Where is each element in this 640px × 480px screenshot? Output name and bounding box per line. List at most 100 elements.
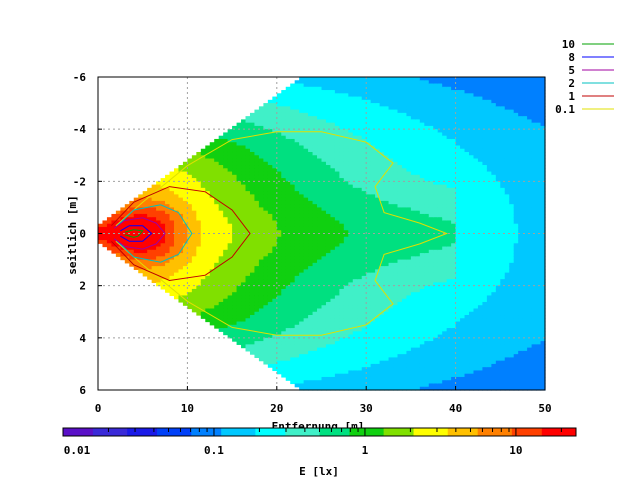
heatmap-cell <box>245 119 251 124</box>
heatmap-cell <box>348 360 354 365</box>
heatmap-cell <box>343 138 349 143</box>
heatmap-cell <box>357 321 363 326</box>
heatmap-cell <box>254 178 260 182</box>
heatmap-cell <box>214 226 220 231</box>
heatmap-cell <box>138 240 144 244</box>
heatmap-cell <box>254 122 260 127</box>
heatmap-cell <box>151 266 157 270</box>
heatmap-cell <box>263 308 269 313</box>
heatmap-cell <box>406 138 412 143</box>
heatmap-cell <box>415 116 421 120</box>
heatmap-cell <box>223 266 229 270</box>
heatmap-cell <box>272 360 278 365</box>
heatmap-cell <box>321 236 327 241</box>
heatmap-cell <box>285 93 291 98</box>
heatmap-cell <box>361 112 367 117</box>
heatmap-cell <box>352 178 358 182</box>
heatmap-cell <box>205 168 211 173</box>
heatmap-cell <box>321 204 327 209</box>
heatmap-cell <box>325 373 332 378</box>
heatmap-cell <box>375 184 381 189</box>
heatmap-cell <box>241 321 247 326</box>
heatmap-cell <box>299 308 305 313</box>
heatmap-cell <box>406 161 412 166</box>
heatmap-cell <box>299 83 305 88</box>
heatmap-cell <box>366 341 372 345</box>
heatmap-cell <box>419 246 425 251</box>
heatmap-cell <box>276 305 282 310</box>
heatmap-cell <box>254 253 260 257</box>
heatmap-cell <box>236 240 242 244</box>
heatmap-cell <box>223 174 229 179</box>
heatmap-cell <box>160 240 166 244</box>
heatmap-cell <box>236 334 242 339</box>
heatmap-cell <box>223 298 229 303</box>
heatmap-cell <box>366 132 372 137</box>
heatmap-cell <box>160 226 166 231</box>
heatmap-cell <box>124 246 130 251</box>
heatmap-cell <box>205 236 211 241</box>
heatmap-cell <box>339 207 345 212</box>
heatmap-cell <box>263 243 269 248</box>
heatmap-cell <box>299 347 305 352</box>
heatmap-cell <box>267 246 273 251</box>
heatmap-cell <box>267 233 273 238</box>
heatmap-cell <box>406 122 412 127</box>
heatmap-cell <box>397 151 403 156</box>
heatmap-cell <box>290 334 296 339</box>
heatmap-cell <box>258 275 264 280</box>
heatmap-cell <box>294 226 300 231</box>
heatmap-cell <box>308 337 314 342</box>
heatmap-cell <box>334 138 340 143</box>
heatmap-cell <box>415 109 421 114</box>
heatmap-cell <box>281 125 287 130</box>
heatmap-cell <box>200 220 206 225</box>
heatmap-cell <box>294 165 300 169</box>
heatmap-cell <box>388 240 394 244</box>
heatmap-cell <box>393 292 399 297</box>
heatmap-cell <box>348 223 354 228</box>
heatmap-cell <box>276 259 282 264</box>
heatmap-cell <box>147 249 153 254</box>
heatmap-cell <box>124 226 130 231</box>
heatmap-cell <box>236 142 242 147</box>
heatmap-cell <box>339 132 345 137</box>
heatmap-cell <box>196 292 202 297</box>
heatmap-cell <box>258 347 264 352</box>
heatmap-cell <box>209 142 215 147</box>
heatmap-cell <box>236 269 242 274</box>
heatmap-cell <box>285 181 291 186</box>
heatmap-cell <box>299 298 305 303</box>
heatmap-cell <box>267 275 273 280</box>
heatmap-cell <box>151 253 157 257</box>
heatmap-cell <box>406 363 412 368</box>
heatmap-cell <box>393 220 399 225</box>
heatmap-cell <box>401 112 408 117</box>
heatmap-cell <box>263 158 269 163</box>
heatmap-cell <box>129 213 135 218</box>
heatmap-cell <box>258 285 264 290</box>
heatmap-cell <box>169 174 175 179</box>
heatmap-cell <box>223 165 229 169</box>
heatmap-cell <box>281 158 287 163</box>
heatmap-cell <box>151 275 157 280</box>
heatmap-cell <box>169 204 175 209</box>
heatmap-cell <box>361 367 367 372</box>
heatmap-cell <box>272 367 278 372</box>
heatmap-cell <box>165 262 171 267</box>
heatmap-cell <box>267 103 273 107</box>
heatmap-cell <box>348 376 354 381</box>
heatmap-cell <box>361 142 367 147</box>
heatmap-cell <box>401 298 408 303</box>
heatmap-cell <box>263 122 269 127</box>
heatmap-cell <box>249 122 256 127</box>
heatmap-cell <box>339 341 345 345</box>
heatmap-cell <box>241 308 247 313</box>
heatmap-cell <box>406 197 412 202</box>
heatmap-cell <box>410 223 416 228</box>
heatmap-cell <box>272 279 278 284</box>
heatmap-cell <box>263 184 269 189</box>
heatmap-cell <box>200 161 206 166</box>
heatmap-cell <box>303 217 309 222</box>
heatmap-cell <box>245 266 251 270</box>
